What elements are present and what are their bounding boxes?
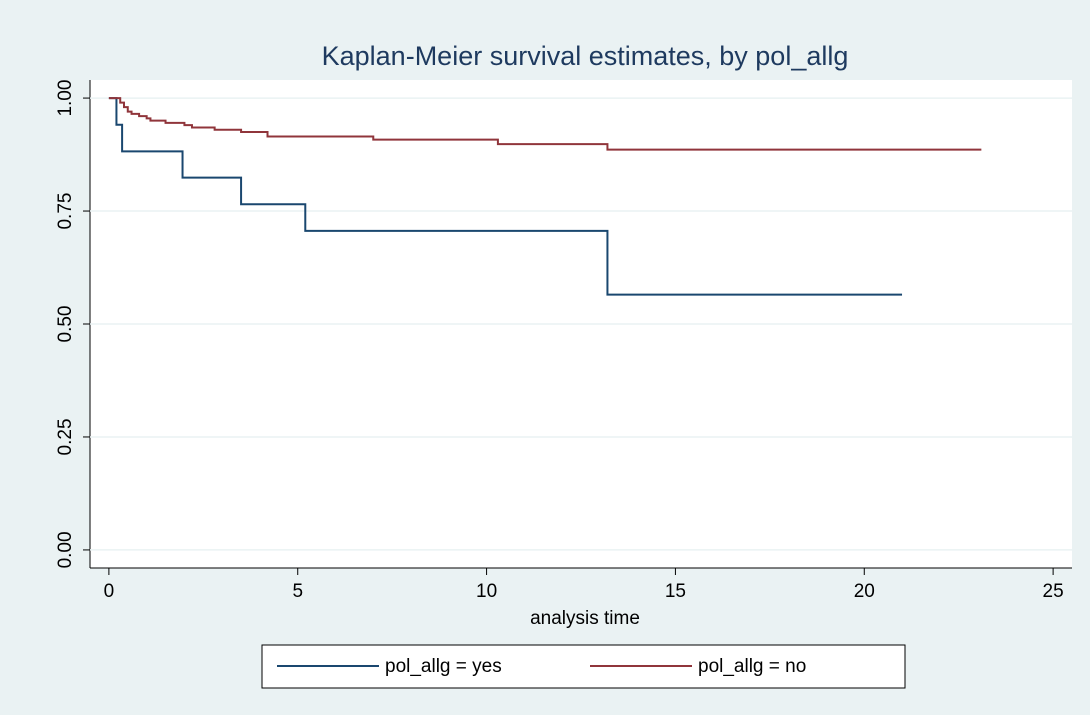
x-tick-label: 5 (292, 581, 303, 602)
x-tick-label: 15 (665, 581, 686, 602)
x-tick-label: 0 (104, 581, 115, 602)
x-tick-label: 20 (854, 581, 875, 602)
legend-label: pol_allg = yes (385, 656, 502, 677)
x-tick-label: 25 (1043, 581, 1064, 602)
y-tick-label: 0.25 (55, 418, 76, 455)
y-tick-label: 1.00 (55, 80, 76, 117)
legend-label: pol_allg = no (698, 656, 806, 677)
y-tick-label: 0.75 (55, 193, 76, 230)
chart: Kaplan-Meier survival estimates, by pol_… (0, 0, 1090, 715)
x-tick-label: 10 (476, 581, 497, 602)
x-axis-label: analysis time (530, 608, 640, 629)
chart-title: Kaplan-Meier survival estimates, by pol_… (322, 41, 849, 71)
y-tick-label: 0.00 (55, 531, 76, 568)
y-tick-label: 0.50 (55, 306, 76, 343)
